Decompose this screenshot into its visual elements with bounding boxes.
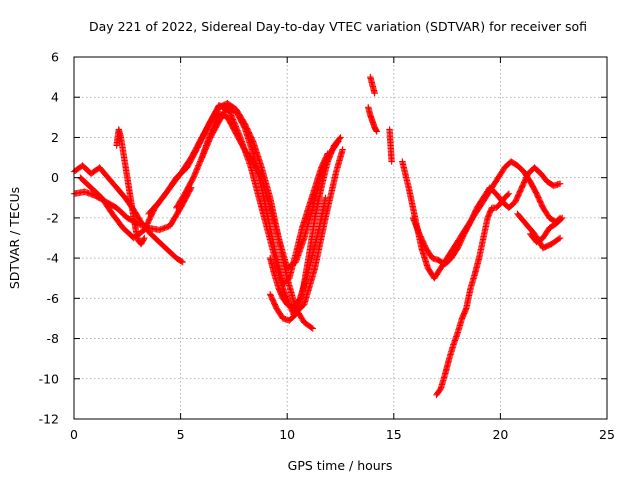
data-point (373, 128, 380, 135)
data-point (556, 180, 564, 187)
data-point (556, 234, 564, 242)
y-tick-label: 4 (51, 90, 59, 105)
y-tick-label: 2 (51, 130, 59, 145)
data-point (371, 90, 378, 97)
series-arc16 (514, 210, 564, 252)
series-arc10 (365, 104, 380, 135)
data-point-dense (504, 191, 512, 198)
series-arc11 (367, 73, 378, 97)
data-point (141, 234, 148, 242)
data-point-dense (336, 135, 343, 142)
series-arc13 (399, 158, 564, 282)
series-arc12 (386, 126, 395, 165)
y-tick-label: -6 (47, 291, 60, 306)
y-tick-label: -12 (39, 412, 59, 427)
series-arc17 (527, 214, 566, 246)
data-point (505, 190, 513, 197)
x-tick-label: 10 (279, 427, 295, 442)
axis-ticks: 0 5 10 15 20 25 -12 -10 -8 -6 -4 -2 0 2 4 6 (39, 50, 615, 443)
y-tick-label: -4 (47, 251, 60, 266)
data-point (322, 194, 329, 201)
series-arc14 (409, 164, 564, 268)
x-tick-label: 20 (492, 427, 508, 442)
data-point-dense (282, 291, 289, 299)
data-point (337, 134, 344, 141)
y-tick-label: -2 (47, 210, 59, 225)
data-point-dense (557, 215, 565, 223)
series-arc4 (113, 126, 148, 248)
y-tick-label: -8 (47, 331, 60, 346)
data-point-dense (555, 235, 563, 243)
data-point (339, 146, 346, 153)
data-point (179, 258, 186, 266)
chart-title: Day 221 of 2022, Sidereal Day-to-day VTE… (89, 19, 587, 34)
data-point-dense (228, 112, 235, 119)
x-tick-label: 25 (599, 427, 615, 442)
grid-lines (74, 57, 607, 419)
y-tick-label: 0 (51, 170, 59, 185)
series-arc7 (198, 110, 342, 272)
data-point-dense (140, 236, 147, 243)
data-point (309, 325, 316, 332)
plot-frame (73, 56, 608, 420)
y-tick-label: 6 (51, 50, 59, 65)
series-arc15 (433, 190, 513, 399)
data-point-dense (308, 324, 315, 331)
y-tick-label: -10 (39, 371, 59, 386)
series-arc9 (266, 134, 344, 324)
y-axis-label: SDTVAR / TECUs (7, 187, 22, 289)
data-point-dense (178, 258, 185, 265)
data-point (559, 214, 566, 222)
x-tick-label: 15 (386, 427, 402, 442)
series-arc5 (145, 100, 316, 332)
x-tick-label: 0 (70, 427, 78, 442)
data-marks (70, 73, 566, 399)
data-point (388, 158, 395, 165)
x-tick-label: 5 (177, 427, 185, 442)
x-axis-label: GPS time / hours (288, 458, 393, 473)
